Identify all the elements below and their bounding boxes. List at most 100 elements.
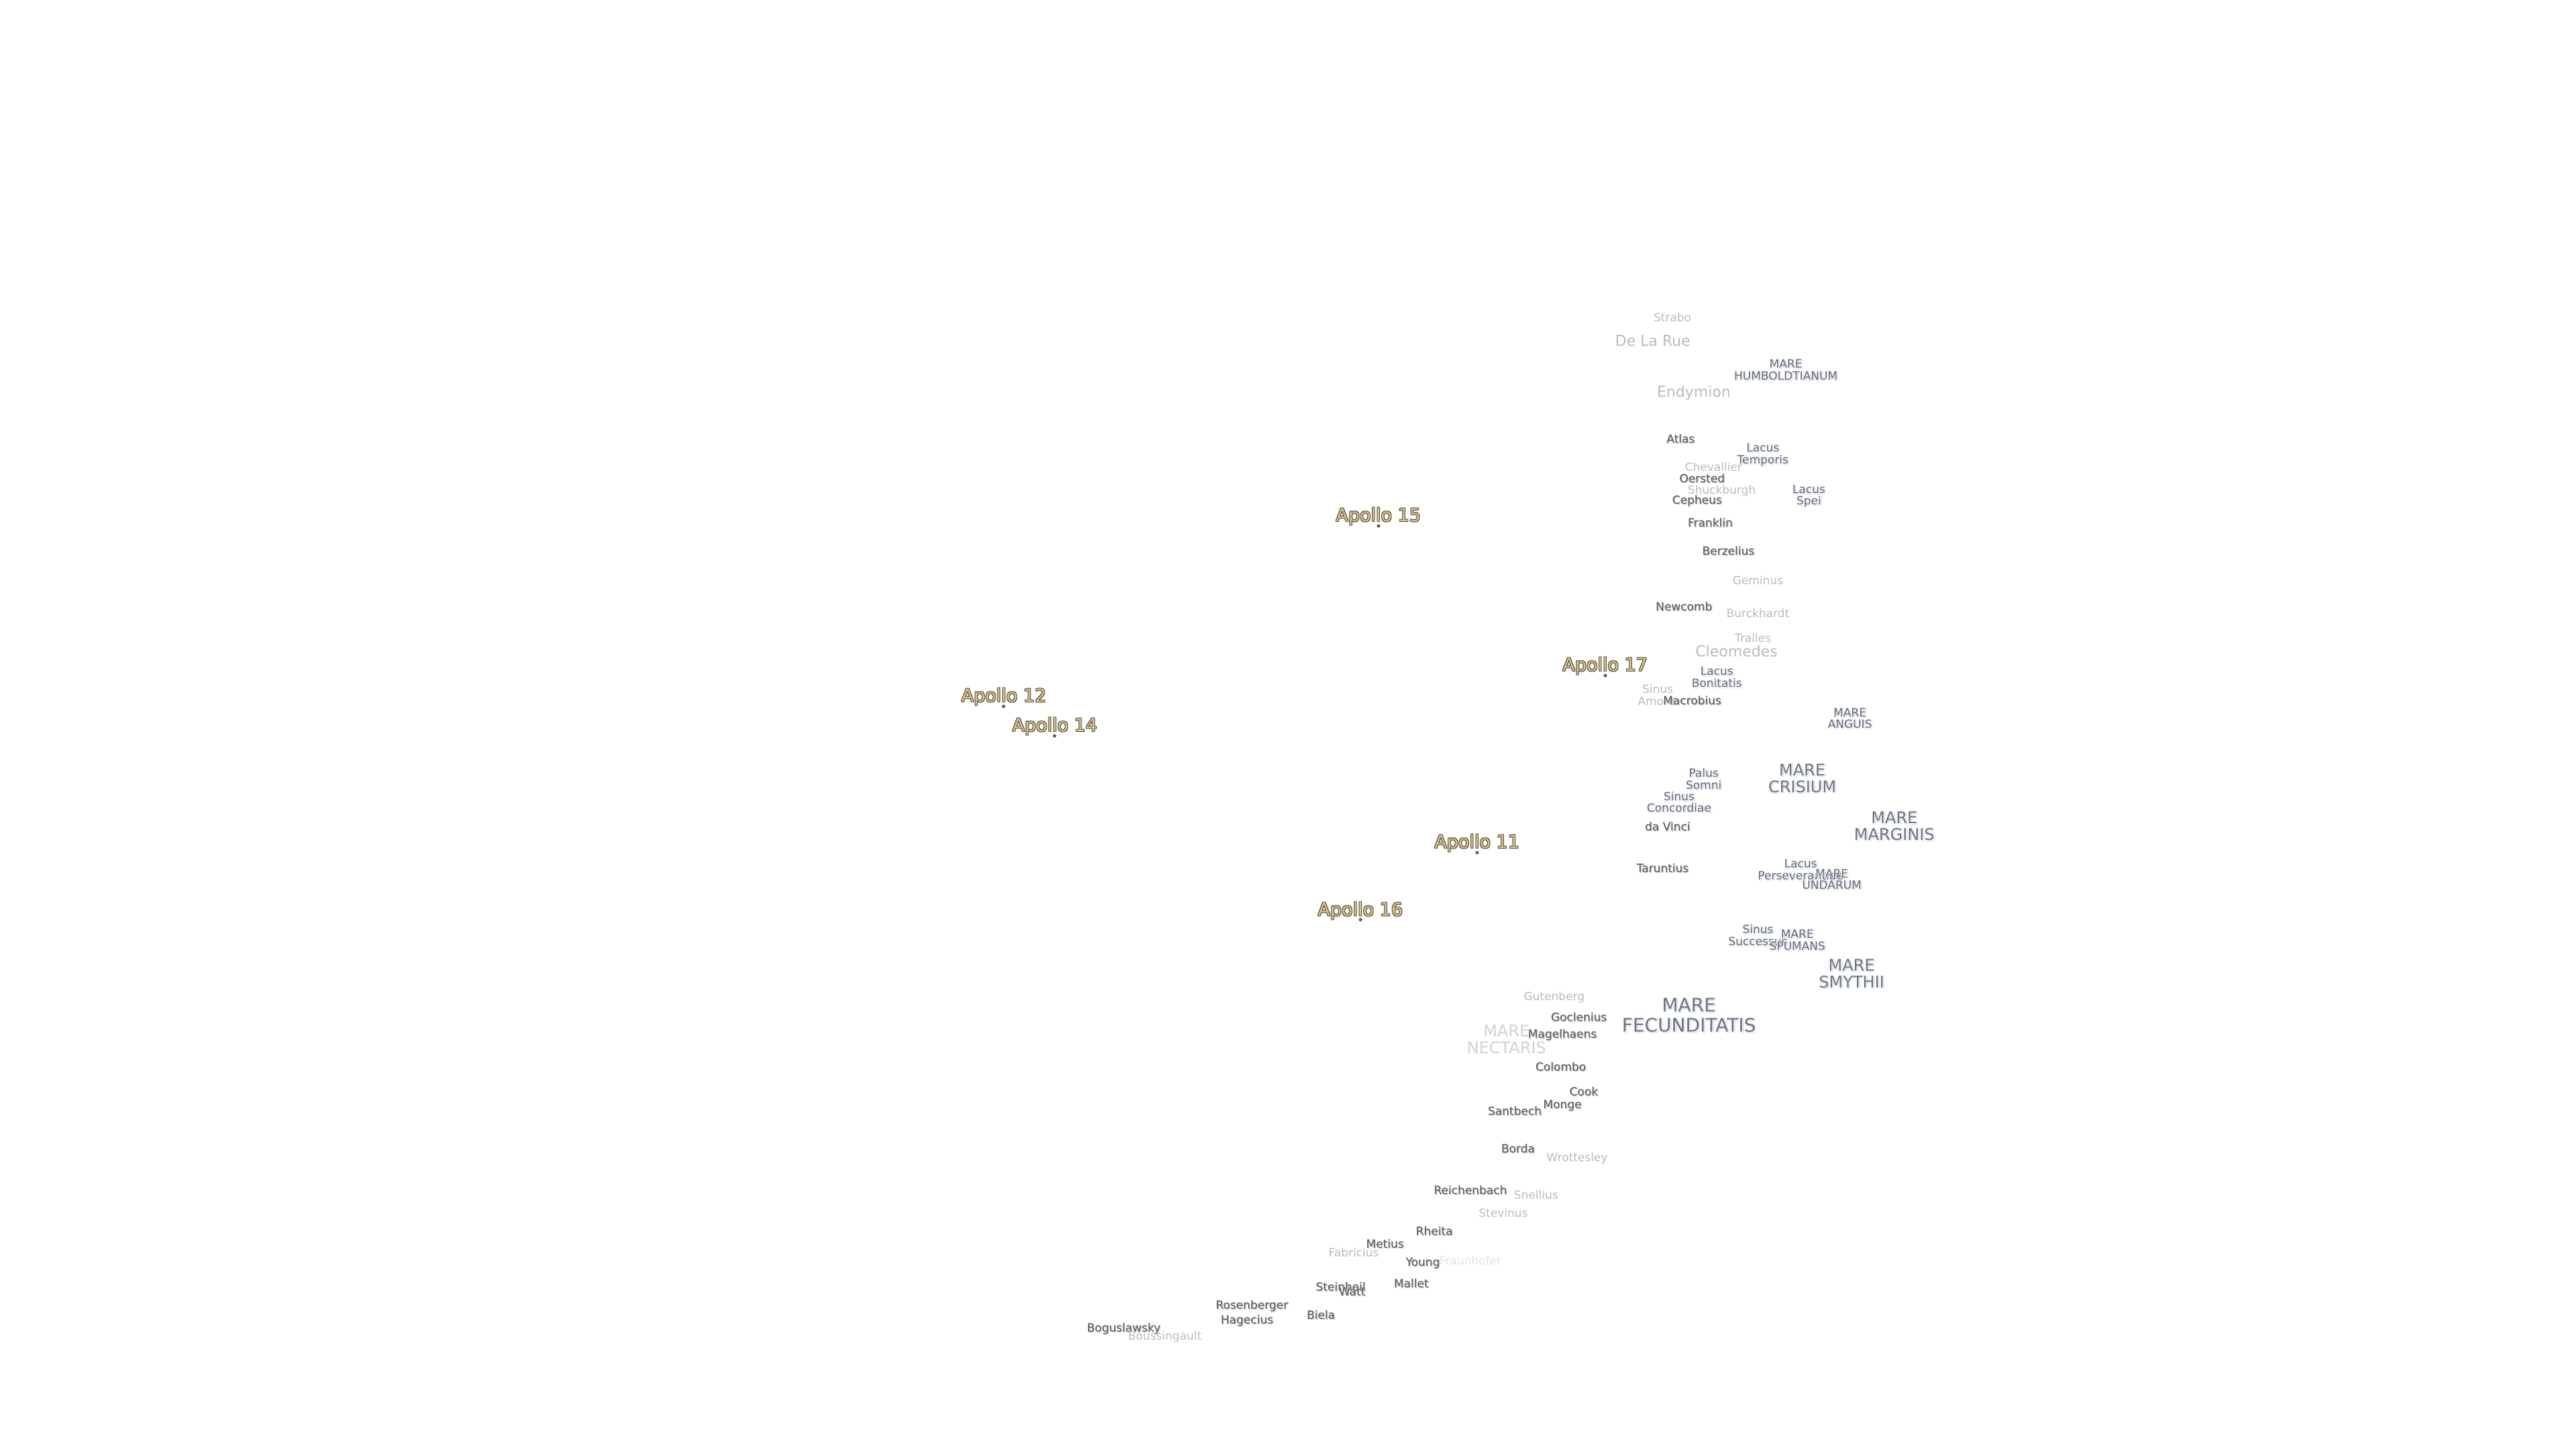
label-line: Shuckburgh: [1687, 484, 1756, 498]
label-line: NECTARIS: [1466, 1038, 1546, 1058]
label-line: Monge: [1543, 1098, 1582, 1112]
label-line: Apollo 15: [1336, 504, 1421, 526]
crater-label: Tralles: [1735, 633, 1771, 645]
label-line: Lacus: [1746, 441, 1780, 455]
mare-label: Sinus Successus: [1728, 924, 1787, 949]
crater-label: Franklin: [1687, 517, 1733, 531]
label-line: Steinheil: [1316, 1281, 1366, 1295]
label-line: Rosenberger: [1216, 1299, 1288, 1313]
landing-site-label: Apollo 16: [1318, 900, 1403, 920]
crater-label: Newcomb: [1656, 600, 1713, 614]
crater-label: Geminus: [1732, 574, 1784, 588]
label-line: MARE: [1828, 956, 1875, 975]
mare-label: MARE SPUMANS: [1770, 929, 1825, 953]
crater-label: Monge: [1543, 1099, 1581, 1112]
label-line: Atlas: [1666, 433, 1695, 447]
label-line: Newcomb: [1656, 600, 1713, 614]
label-line: Fraunhofer: [1439, 1254, 1501, 1268]
label-line: Rheita: [1415, 1224, 1453, 1238]
crater-label: Fabricius: [1329, 1247, 1379, 1260]
crater-label: Steinheil: [1316, 1281, 1366, 1295]
label-line: Sinus: [1642, 683, 1673, 697]
label-line: Amoris: [1638, 695, 1678, 709]
label-line: Spei: [1796, 494, 1821, 508]
crater-label: Sinus Amoris: [1638, 683, 1678, 709]
landing-site-marker: [1358, 918, 1362, 922]
crater-label: Atlas: [1666, 434, 1695, 446]
label-line: Wrottesley: [1546, 1150, 1608, 1165]
crater-label: Santbech: [1488, 1106, 1542, 1118]
label-line: Apollo 14: [1012, 715, 1097, 737]
label-line: ANGUIS: [1827, 718, 1872, 732]
landing-site-marker: [1475, 851, 1479, 855]
label-line: Chevallier: [1684, 461, 1742, 475]
label-line: CRISIUM: [1768, 777, 1837, 796]
landing-site-label: Apollo 15: [1336, 506, 1421, 525]
label-line: SMYTHII: [1819, 973, 1884, 992]
label-line: MARE: [1769, 358, 1803, 372]
crater-label: Mallet: [1394, 1278, 1429, 1291]
label-line: Franklin: [1687, 517, 1733, 531]
label-line: Berzelius: [1702, 544, 1755, 558]
landing-site-marker: [1053, 734, 1057, 738]
mare-label: MARE FECUNDITATIS: [1622, 996, 1756, 1035]
label-line: Borda: [1501, 1142, 1535, 1157]
crater-label: Cleomedes: [1695, 645, 1777, 660]
crater-label: Gutenberg: [1523, 991, 1585, 1004]
crater-label: Burckhardt: [1727, 608, 1790, 621]
crater-label: da Vinci: [1645, 822, 1690, 834]
label-line: Somni: [1685, 779, 1722, 793]
crater-label: Taruntius: [1637, 863, 1689, 875]
label-line: SPUMANS: [1769, 940, 1825, 954]
label-line: Concordiae: [1646, 802, 1711, 816]
label-line: Palus: [1688, 767, 1719, 781]
crater-label: Oersted: [1679, 473, 1725, 486]
crater-label: Endymion: [1657, 385, 1731, 400]
label-line: Cepheus: [1672, 494, 1722, 508]
crater-label: Boguslawsky: [1087, 1322, 1161, 1336]
label-line: Strabo: [1654, 311, 1692, 325]
mare-label: Lacus Bonitatis: [1692, 665, 1742, 691]
label-line: Geminus: [1732, 574, 1784, 588]
mare-label: MARE CRISIUM: [1768, 761, 1837, 796]
mare-label: Palus Somni: [1686, 768, 1721, 792]
label-line: MARE: [1833, 706, 1866, 720]
label-line: Lacus: [1700, 665, 1733, 679]
crater-label: Wrottesley: [1547, 1152, 1608, 1165]
crater-label: Watt: [1339, 1287, 1365, 1299]
label-line: da Vinci: [1644, 820, 1690, 835]
crater-label: Snellius: [1514, 1189, 1558, 1202]
landing-site-label: Apollo 17: [1562, 655, 1648, 675]
label-line: MARGINIS: [1854, 824, 1935, 844]
label-line: Burckhardt: [1726, 606, 1790, 621]
label-line: HUMBOLDTIANUM: [1734, 370, 1838, 384]
label-line: Young: [1405, 1256, 1440, 1270]
label-line: Apollo 12: [961, 686, 1046, 707]
mare-label: Lacus Temporis: [1737, 443, 1788, 468]
label-line: Tralles: [1735, 631, 1772, 645]
landing-site-marker: [1002, 704, 1006, 708]
label-line: Lacus: [1792, 482, 1825, 496]
crater-label: De La Rue: [1615, 334, 1690, 350]
label-line: Temporis: [1737, 453, 1788, 468]
label-line: Sinus: [1663, 790, 1695, 804]
landing-site-label: Apollo 11: [1434, 833, 1519, 852]
label-line: Magelhaens: [1527, 1027, 1597, 1041]
label-line: Macrobius: [1663, 694, 1721, 708]
mare-label: MARE UNDARUM: [1802, 868, 1862, 893]
label-line: De La Rue: [1615, 333, 1690, 350]
crater-label: Stevinus: [1479, 1208, 1527, 1220]
crater-label: Rheita: [1416, 1226, 1453, 1238]
label-line: Goclenius: [1550, 1011, 1607, 1025]
label-line: Watt: [1338, 1285, 1366, 1299]
landing-site-marker: [1377, 524, 1381, 528]
label-line: Apollo 11: [1434, 832, 1519, 853]
crater-label: Rosenberger: [1216, 1299, 1288, 1313]
crater-label: Shuckburgh: [1687, 484, 1756, 498]
crater-label: Young: [1405, 1256, 1440, 1270]
mare-label: Lacus Spei: [1792, 484, 1825, 508]
label-line: Taruntius: [1636, 861, 1689, 875]
landing-site-label: Apollo 14: [1012, 716, 1097, 735]
label-line: Boguslawsky: [1087, 1322, 1161, 1336]
